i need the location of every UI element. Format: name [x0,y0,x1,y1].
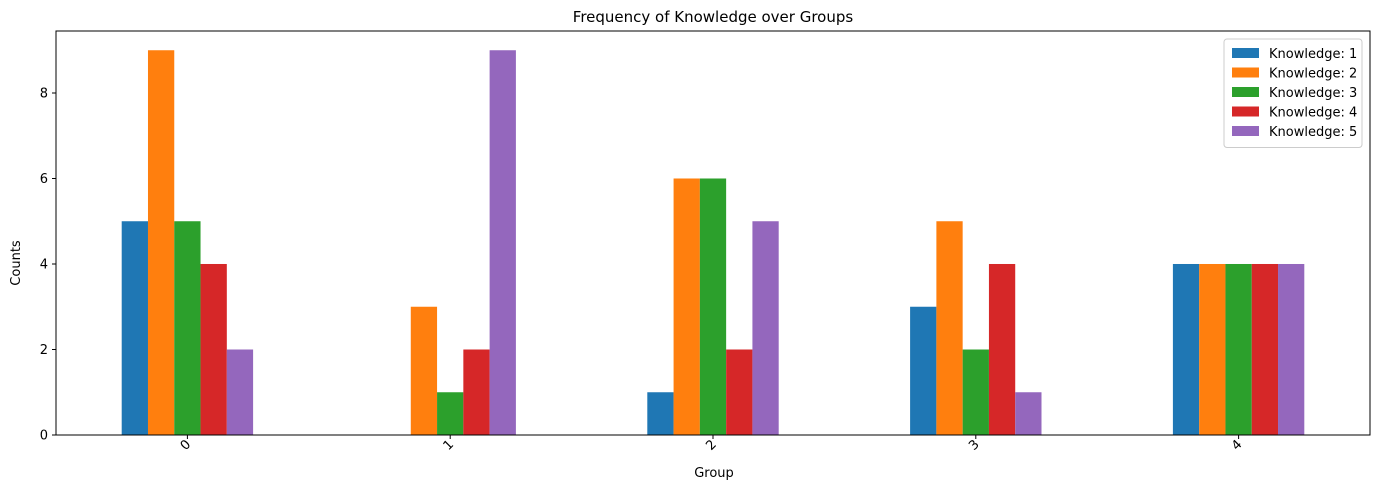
bar-knowledge-3-group-4 [1225,263,1252,435]
bar-knowledge-5-group-3 [1015,392,1042,435]
x-axis-label: Group [694,466,734,481]
y-tick-label: 6 [40,172,48,187]
x-tick-label: 2 [703,437,719,453]
bar-knowledge-5-group-1 [489,50,516,436]
bar-knowledge-4-group-3 [988,263,1016,435]
bar-knowledge-2-group-4 [1199,263,1226,435]
bar-knowledge-4-group-4 [1251,263,1279,435]
legend-label: Knowledge: 5 [1269,125,1357,140]
y-tick-label: 4 [40,257,48,272]
x-tick-label: 3 [966,437,982,453]
bar-knowledge-1-group-3 [910,306,937,435]
bar-knowledge-3-group-1 [437,392,464,435]
bar-knowledge-3-group-2 [699,178,727,436]
chart-title: Frequency of Knowledge over Groups [573,8,854,26]
bar-knowledge-5-group-4 [1278,263,1305,435]
y-tick-label: 8 [40,86,48,101]
x-tick-label: 0 [178,437,194,453]
bar-knowledge-2-group-0 [147,50,175,436]
bar-knowledge-2-group-2 [673,178,700,436]
legend-swatch [1232,126,1259,136]
legend-swatch [1232,87,1259,97]
legend-label: Knowledge: 3 [1269,86,1357,101]
legend-label: Knowledge: 4 [1269,106,1357,121]
bar-knowledge-4-group-1 [463,349,490,435]
bar-knowledge-2-group-3 [936,221,963,435]
bar-knowledge-2-group-1 [410,306,438,435]
bar-knowledge-3-group-0 [174,221,201,435]
bar-knowledge-1-group-4 [1172,263,1200,435]
bar-knowledge-3-group-3 [962,349,989,435]
y-axis-label: Counts [9,240,24,286]
bar-knowledge-4-group-2 [726,349,753,435]
legend-box [1223,38,1363,148]
x-tick-label: 1 [441,437,457,453]
x-tick-label: 4 [1229,437,1245,453]
bar-knowledge-4-group-0 [200,263,227,435]
bars-group [121,50,1305,436]
legend-label: Knowledge: 2 [1269,67,1357,82]
legend-swatch [1232,106,1259,117]
bar-knowledge-1-group-2 [647,392,674,435]
bar-knowledge-5-group-2 [752,221,779,435]
legend-swatch [1232,67,1259,78]
legend-label: Knowledge: 1 [1269,47,1357,62]
legend: Knowledge: 1 Knowledge: 2 Knowledge: 3 Know… [1223,38,1363,148]
y-tick-label: 2 [40,343,48,358]
bar-knowledge-5-group-0 [226,349,254,435]
y-tick-label: 0 [40,429,48,444]
bar-knowledge-1-group-0 [121,221,148,435]
legend-swatch [1232,48,1259,58]
